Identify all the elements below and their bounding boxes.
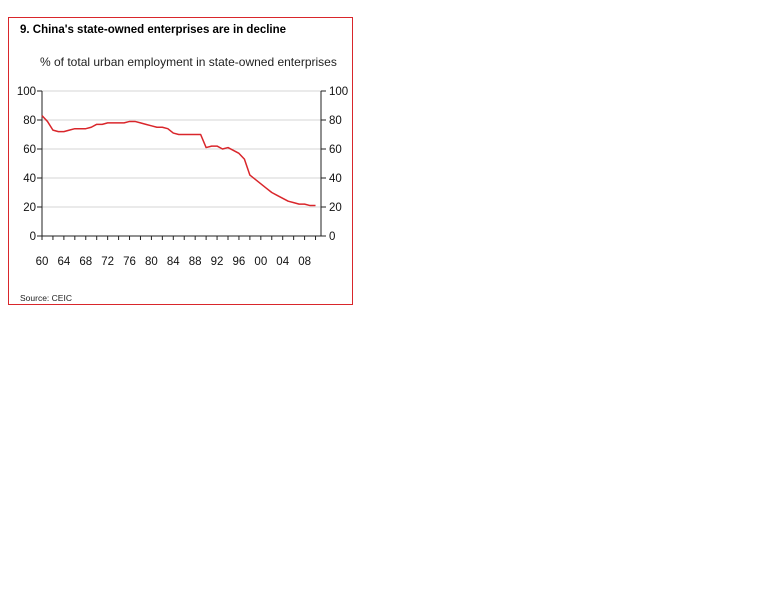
y-tick-label-left-40: 40 bbox=[23, 173, 36, 185]
x-tick-label-92: 92 bbox=[211, 256, 224, 268]
chart-title: 9. China's state-owned enterprises are i… bbox=[20, 24, 287, 36]
axes bbox=[37, 90, 326, 240]
y-tick-label-left-20: 20 bbox=[23, 202, 36, 214]
x-tick-label-96: 96 bbox=[233, 256, 246, 268]
y-tick-label-left-100: 100 bbox=[17, 86, 36, 98]
y-tick-label-right-100: 100 bbox=[329, 86, 348, 98]
x-tick-label-64: 64 bbox=[57, 256, 70, 268]
x-tick-label-72: 72 bbox=[101, 256, 114, 268]
chart-source: Source: CEIC bbox=[20, 293, 72, 303]
y-tick-label-left-60: 60 bbox=[23, 144, 36, 156]
x-tick-label-84: 84 bbox=[167, 256, 180, 268]
chart-frame: 9. China's state-owned enterprises are i… bbox=[8, 17, 353, 305]
x-tick-label-60: 60 bbox=[36, 256, 49, 268]
y-tick-label-right-80: 80 bbox=[329, 115, 342, 127]
x-tick-label-08: 08 bbox=[298, 256, 311, 268]
y-tick-label-left-0: 0 bbox=[30, 231, 36, 243]
y-tick-label-right-60: 60 bbox=[329, 144, 342, 156]
x-tick-label-04: 04 bbox=[276, 256, 289, 268]
y-tick-label-right-20: 20 bbox=[329, 202, 342, 214]
x-tick-label-88: 88 bbox=[189, 256, 202, 268]
x-tick-label-76: 76 bbox=[123, 256, 136, 268]
y-tick-label-left-80: 80 bbox=[23, 115, 36, 127]
gridlines bbox=[42, 90, 321, 208]
x-tick-label-00: 00 bbox=[254, 256, 267, 268]
x-tick-label-68: 68 bbox=[79, 256, 92, 268]
y-tick-label-right-40: 40 bbox=[329, 173, 342, 185]
y-tick-label-right-0: 0 bbox=[329, 231, 335, 243]
x-tick-label-80: 80 bbox=[145, 256, 158, 268]
chart-subtitle: % of total urban employment in state-own… bbox=[40, 55, 337, 69]
series-line-0 bbox=[41, 115, 316, 207]
series-lines bbox=[41, 115, 316, 207]
